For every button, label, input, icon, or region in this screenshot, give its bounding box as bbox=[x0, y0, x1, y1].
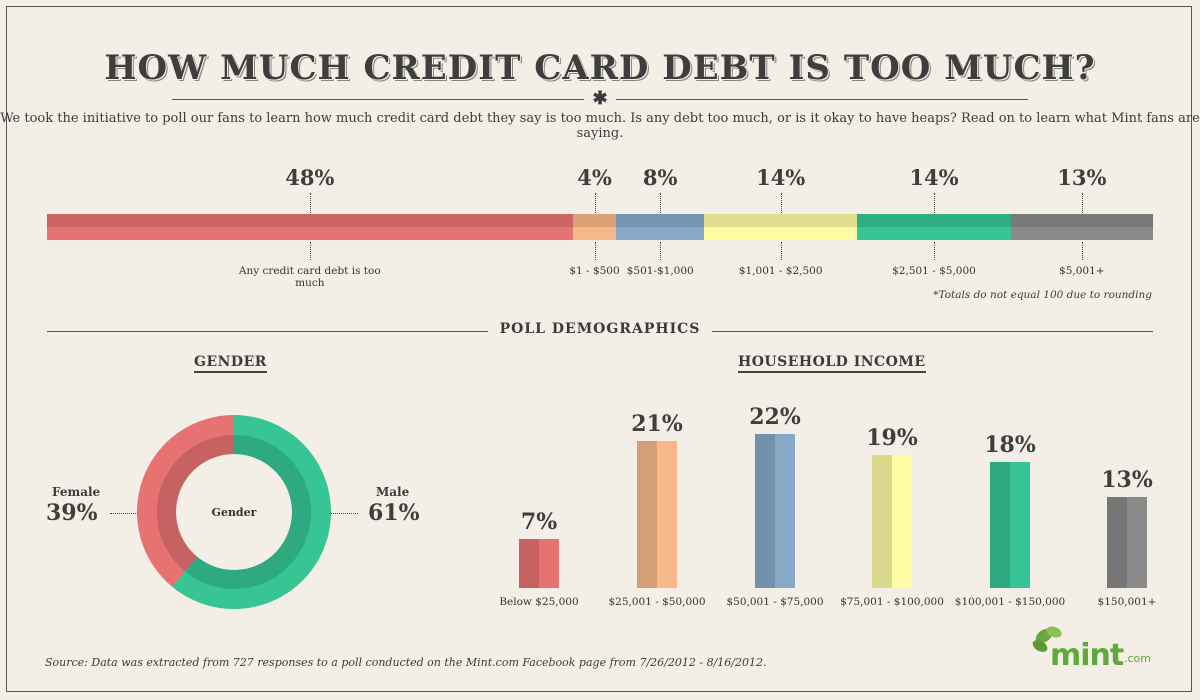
debt-bar-segment-shade bbox=[572, 214, 617, 227]
income-bar-shade bbox=[1107, 497, 1127, 588]
page-frame bbox=[6, 6, 1192, 692]
debt-bar-percent: 14% bbox=[909, 165, 959, 190]
income-bar-category: $75,001 - $100,000 bbox=[840, 596, 944, 608]
section-title-text: POLL DEMOGRAPHICS bbox=[487, 321, 713, 337]
asterisk-ornament-icon: ✱ bbox=[592, 88, 608, 109]
debt-bar-segment bbox=[572, 214, 617, 240]
debt-bar-percent: 4% bbox=[577, 165, 612, 190]
intro-text: We took the initiative to poll our fans … bbox=[0, 111, 1200, 141]
debt-bar-leader-bottom bbox=[594, 242, 596, 260]
income-bar bbox=[755, 434, 795, 588]
female-leader-line bbox=[110, 513, 138, 514]
debt-bar-segment-shade bbox=[704, 214, 858, 227]
income-bar-percent: 19% bbox=[866, 425, 918, 451]
debt-bar-leader-bottom bbox=[933, 242, 935, 260]
income-bar-shade bbox=[519, 539, 539, 588]
income-bar-percent: 13% bbox=[1101, 467, 1153, 493]
debt-bar-category: $1,001 - $2,500 bbox=[738, 265, 823, 277]
mint-logo-word: mint bbox=[1050, 638, 1124, 673]
debt-bar-segment bbox=[616, 214, 705, 240]
male-percent: 61% bbox=[368, 500, 420, 526]
male-label: Male bbox=[376, 485, 410, 499]
debt-bar-segment-shade bbox=[616, 214, 705, 227]
rounding-footnote: *Totals do not equal 100 due to rounding bbox=[933, 289, 1152, 301]
income-heading: Household Income bbox=[738, 354, 926, 373]
debt-bar-percent: 14% bbox=[756, 165, 806, 190]
mint-logo: mint .com bbox=[1030, 622, 1160, 673]
income-bar-shade bbox=[990, 462, 1010, 588]
income-bar-category: $25,001 - $50,000 bbox=[608, 596, 706, 608]
debt-bar-segment bbox=[47, 214, 573, 240]
debt-bar-leader-bottom bbox=[309, 242, 311, 260]
mint-logo-suffix: .com bbox=[1124, 652, 1151, 665]
income-bar-percent: 22% bbox=[749, 404, 801, 430]
title-rule-left bbox=[172, 99, 584, 100]
section-title: POLL DEMOGRAPHICS bbox=[0, 321, 1200, 337]
income-bar-percent: 7% bbox=[520, 509, 558, 535]
income-bar bbox=[990, 462, 1030, 588]
debt-bar-percent: 8% bbox=[642, 165, 678, 190]
source-note: Source: Data was extracted from 727 resp… bbox=[45, 656, 767, 669]
debt-bar-leader-bottom bbox=[1081, 242, 1083, 260]
income-bar bbox=[872, 455, 912, 588]
male-leader-line bbox=[330, 513, 358, 514]
income-bar bbox=[637, 441, 677, 588]
debt-bar-category: $1 - $500 bbox=[569, 265, 620, 277]
debt-stacked-bar bbox=[47, 214, 1153, 240]
mint-leaf-icon bbox=[1032, 626, 1062, 652]
donut-slice-shade bbox=[184, 435, 311, 589]
debt-bar-segment-shade bbox=[1010, 214, 1153, 227]
donut-center-label: Gender bbox=[212, 506, 257, 519]
income-bar-category: $100,001 - $150,000 bbox=[954, 596, 1066, 608]
income-bar-shade bbox=[755, 434, 775, 588]
debt-bar-category: $2,501 - $5,000 bbox=[892, 265, 976, 277]
debt-bar-percent: 13% bbox=[1057, 165, 1107, 190]
debt-bar-leader-top bbox=[933, 193, 935, 213]
debt-bar-segment bbox=[704, 214, 858, 240]
gender-heading: Gender bbox=[194, 354, 267, 373]
debt-bar-leader-top bbox=[780, 193, 782, 213]
income-bar-category: $150,001+ bbox=[1097, 596, 1157, 608]
female-percent: 39% bbox=[46, 500, 98, 526]
debt-bar-category: $501-$1,000 bbox=[626, 265, 694, 277]
income-bar-category: $50,001 - $75,000 bbox=[726, 596, 824, 608]
debt-bar-category: $5,001+ bbox=[1059, 265, 1105, 277]
debt-bar-segment-shade bbox=[857, 214, 1011, 227]
income-bar-percent: 21% bbox=[631, 411, 683, 437]
income-bar bbox=[519, 539, 559, 588]
income-bar-percent: 18% bbox=[984, 432, 1036, 458]
title-rule-right bbox=[616, 99, 1028, 100]
income-bar-category: Below $25,000 bbox=[499, 596, 579, 608]
income-bar bbox=[1107, 497, 1147, 588]
debt-bar-segment bbox=[857, 214, 1011, 240]
page-title: How much credit card debt is too much? bbox=[104, 48, 1096, 88]
debt-bar-category: Any credit card debt is too much bbox=[238, 265, 381, 289]
debt-bar-leader-top bbox=[594, 193, 596, 213]
income-bar-shade bbox=[637, 441, 657, 588]
donut-slice-shade bbox=[156, 435, 234, 572]
debt-bar-leader-top bbox=[1081, 193, 1083, 213]
debt-bar-leader-top bbox=[309, 193, 311, 213]
female-label: Female bbox=[52, 485, 101, 499]
debt-bar-segment-shade bbox=[47, 214, 573, 227]
debt-bar-leader-top bbox=[660, 193, 662, 213]
debt-bar-leader-bottom bbox=[780, 242, 782, 260]
debt-bar-percent: 48% bbox=[285, 165, 335, 190]
debt-bar-leader-bottom bbox=[660, 242, 662, 260]
income-bar-shade bbox=[872, 455, 892, 588]
debt-bar-segment bbox=[1010, 214, 1153, 240]
